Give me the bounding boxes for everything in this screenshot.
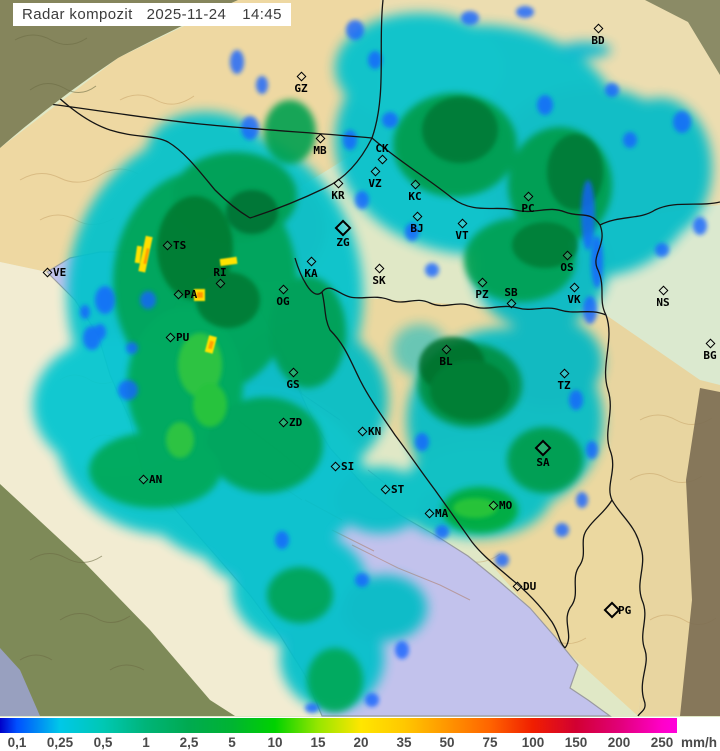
legend-tick: 50 bbox=[439, 735, 455, 750]
title-date: 2025-11-24 bbox=[146, 6, 227, 23]
sea-outer-corner bbox=[0, 648, 40, 716]
title-time: 14:45 bbox=[242, 6, 282, 23]
legend-tick: 10 bbox=[267, 735, 283, 750]
country-borders bbox=[0, 0, 720, 717]
legend-tick: 200 bbox=[607, 735, 631, 750]
radar-map: VE TS RI PA PU AN GZ BD MB CK bbox=[0, 0, 720, 717]
legend-tick: 2,5 bbox=[179, 735, 199, 750]
legend-tick: 150 bbox=[564, 735, 588, 750]
legend-tick: 20 bbox=[353, 735, 369, 750]
radar-map-canvas bbox=[0, 0, 720, 717]
legend-tick: 15 bbox=[310, 735, 326, 750]
legend-tick: 0,25 bbox=[46, 735, 74, 750]
legend-tick: 100 bbox=[521, 735, 545, 750]
out-of-range-topright bbox=[645, 0, 720, 75]
legend-tick: 5 bbox=[228, 735, 236, 750]
legend-tick: 75 bbox=[482, 735, 498, 750]
echo-yellow-streaks bbox=[134, 235, 238, 354]
out-of-range-topleft bbox=[0, 0, 238, 148]
legend-tick: 1 bbox=[142, 735, 150, 750]
legend-tick-labels: mm/h 0,1 0,25 0,5 1 2,5 5 10 15 20 35 50 75 100 150 20… bbox=[0, 733, 720, 751]
out-of-range-bottomleft bbox=[0, 484, 235, 716]
precipitation-colorbar bbox=[0, 718, 677, 733]
legend-tick: 0,5 bbox=[93, 735, 113, 750]
title-box: Radar kompozit 2025-11-24 14:45 bbox=[13, 3, 291, 26]
legend-tick: 35 bbox=[396, 735, 412, 750]
echo-blue-specks bbox=[80, 6, 707, 713]
echo-cores bbox=[157, 97, 603, 518]
out-of-range-right bbox=[680, 388, 720, 716]
legend-tick: 0,1 bbox=[7, 735, 27, 750]
legend-footer: mm/h 0,1 0,25 0,5 1 2,5 5 10 15 20 35 50 75 100 150 20… bbox=[0, 717, 720, 751]
legend-unit: mm/h bbox=[681, 735, 718, 750]
legend-tick: 250 bbox=[650, 735, 674, 750]
app-title: Radar kompozit bbox=[22, 6, 133, 23]
